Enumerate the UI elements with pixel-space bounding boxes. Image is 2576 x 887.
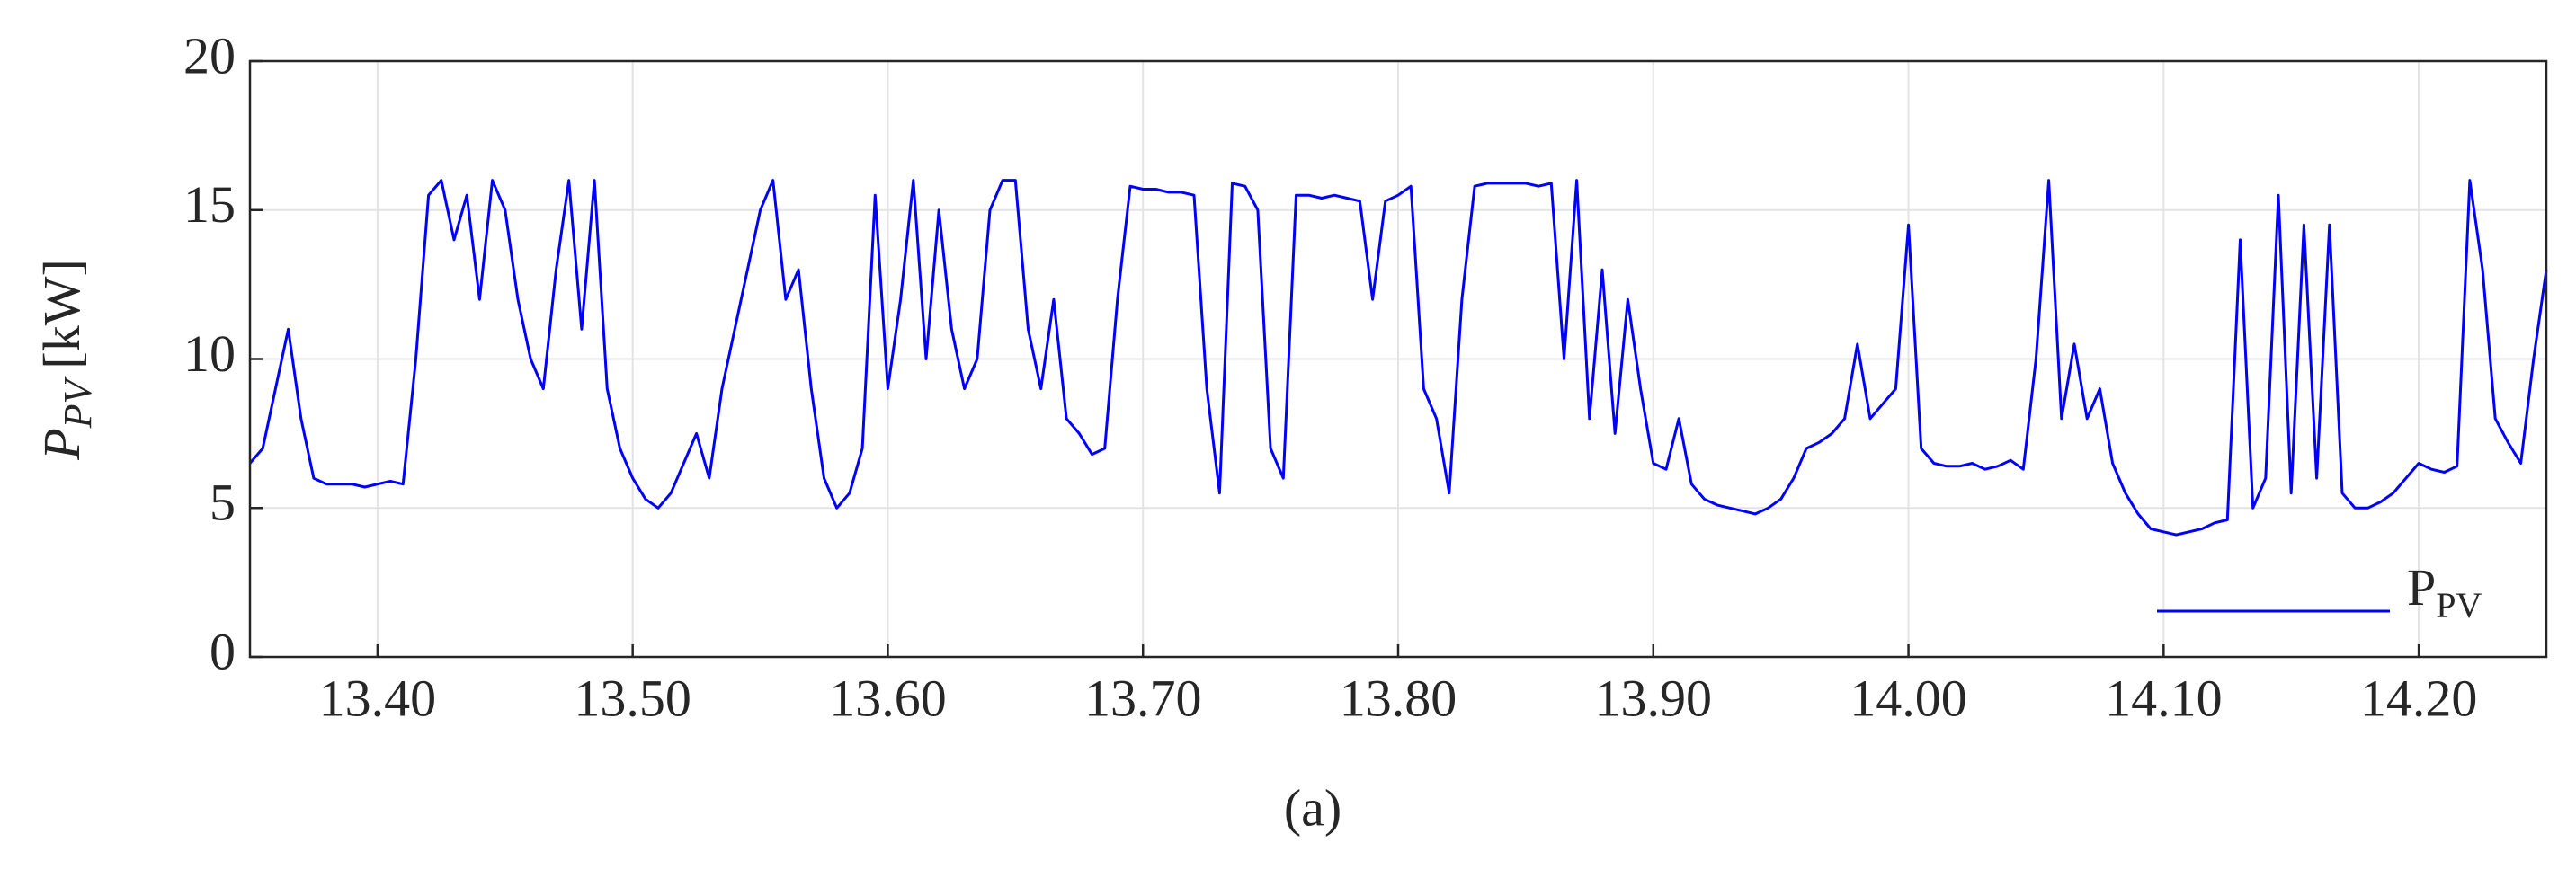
y-label-symbol: P bbox=[32, 428, 91, 460]
y-axis-label: PPV [kW] bbox=[32, 259, 100, 461]
y-tick-label: 20 bbox=[183, 26, 236, 84]
caption: (a) bbox=[1284, 778, 1341, 837]
legend-name: P bbox=[2407, 558, 2436, 616]
legend-label: PPV bbox=[2407, 558, 2482, 625]
x-tick-label: 13.50 bbox=[574, 669, 691, 727]
x-tick-label: 13.70 bbox=[1084, 669, 1202, 727]
y-tick-label: 0 bbox=[209, 622, 236, 680]
legend: PPV bbox=[2157, 558, 2482, 625]
x-tick-label: 14.20 bbox=[2360, 669, 2478, 727]
plot bbox=[248, 179, 2548, 537]
y-tick-label: 10 bbox=[183, 324, 236, 383]
y-label-unit: [kW] bbox=[32, 259, 91, 368]
x-tick-label: 13.90 bbox=[1595, 669, 1713, 727]
frame bbox=[248, 59, 2548, 659]
y-tick-label: 15 bbox=[183, 175, 236, 234]
data-line bbox=[248, 179, 2548, 537]
legend-subscript: PV bbox=[2436, 585, 2482, 625]
y-tick-label: 5 bbox=[209, 474, 236, 532]
x-tick-label: 13.60 bbox=[829, 669, 947, 727]
x-tick-label: 14.10 bbox=[2105, 669, 2223, 727]
y-label-subscript: PV bbox=[56, 375, 100, 429]
x-tick-label: 13.40 bbox=[319, 669, 437, 727]
x-tick-label: 14.00 bbox=[1850, 669, 1967, 727]
x-tick-label: 13.80 bbox=[1340, 669, 1457, 727]
